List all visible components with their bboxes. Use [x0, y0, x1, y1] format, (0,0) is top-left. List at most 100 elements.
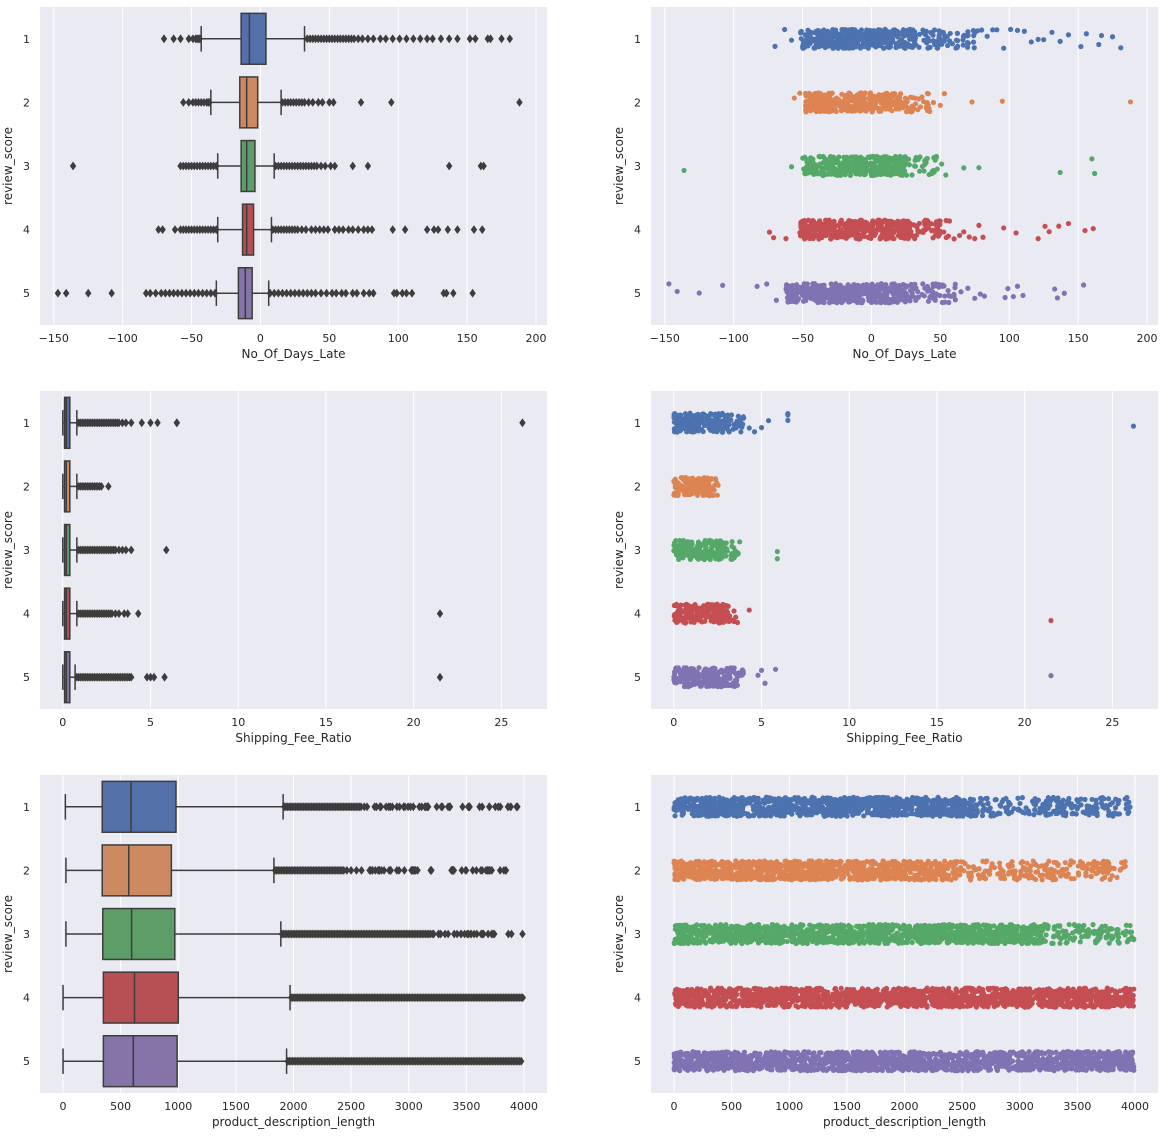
strip-point: [934, 229, 940, 235]
strip-point: [924, 107, 931, 114]
x-axis-label: product_description_length: [823, 1115, 986, 1129]
strip-point: [888, 40, 894, 46]
outlier-marker: [338, 288, 345, 298]
x-tick-label: 100: [388, 332, 409, 345]
strip-point: [695, 542, 701, 549]
strip-point: [912, 157, 918, 163]
strip-series-2: [791, 90, 1134, 115]
strip-point: [927, 44, 933, 50]
outlier-marker: [466, 34, 474, 44]
chart-panel-box-days-late: −150 −100 −50 0 50 100 150 20012345No_Of_Days_L…: [1, 7, 547, 361]
strip-series-1: [772, 26, 1124, 51]
outlier-marker: [207, 288, 215, 298]
outlier-marker: [469, 288, 476, 298]
strip-point: [999, 98, 1005, 104]
strip-point: [810, 168, 816, 174]
strip-point: [867, 234, 874, 241]
strip-point: [866, 42, 872, 48]
strip-point: [719, 410, 725, 416]
strip-point: [943, 217, 949, 224]
strip-point: [970, 39, 977, 45]
strip-point: [825, 287, 832, 294]
strip-point: [682, 674, 689, 680]
strip-point: [733, 614, 739, 620]
strip-point: [855, 295, 861, 301]
box-iqr: [241, 203, 255, 256]
strip-point: [706, 483, 713, 489]
strip-point: [865, 105, 872, 111]
strip-point: [774, 548, 780, 555]
box-iqr: [101, 844, 173, 897]
strip-point: [902, 232, 909, 238]
box-iqr: [63, 651, 71, 704]
outlier-marker: [479, 225, 486, 234]
strip-point: [867, 296, 873, 302]
strip-point: [869, 99, 875, 105]
x-tick-label: 25: [494, 716, 508, 729]
x-tick-label: 0: [257, 332, 264, 345]
strip-point: [819, 165, 825, 171]
strip-point: [704, 683, 710, 689]
outlier-marker: [450, 288, 457, 298]
strip-point: [728, 665, 734, 671]
strip-point: [936, 34, 942, 40]
strip-point: [805, 43, 811, 49]
x-tick-label: 10: [842, 716, 856, 729]
outlier-marker: [304, 288, 311, 298]
outlier-marker: [370, 34, 377, 44]
strip-point: [699, 426, 705, 432]
strip-point: [868, 230, 874, 236]
outlier-marker: [437, 34, 445, 44]
strip-point: [810, 234, 817, 240]
strip-point: [817, 154, 823, 160]
strip-point: [902, 95, 908, 101]
outlier-marker: [328, 288, 336, 298]
strip-point: [903, 32, 909, 38]
outlier-marker: [199, 288, 206, 298]
strip-point: [871, 165, 877, 171]
x-axis-label: No_Of_Days_Late: [241, 347, 345, 361]
x-tick-label: 50: [322, 332, 336, 345]
x-tick-label: 0: [671, 1100, 678, 1113]
chart-panel-strip-description-length: 0 500 1000 1500 2000 2500 3000 3500 400012345pro…: [612, 775, 1158, 1129]
strip-point: [847, 172, 854, 178]
outlier-marker: [454, 225, 461, 234]
strip-point: [930, 99, 937, 106]
strip-point: [937, 40, 943, 46]
outlier-marker: [396, 34, 403, 44]
outlier-marker: [393, 288, 401, 298]
strip-point: [734, 619, 741, 626]
strip-point: [685, 553, 691, 559]
strip-point: [798, 28, 804, 35]
y-tick-label: 1: [634, 417, 641, 430]
strip-point: [681, 167, 687, 174]
strip-point: [728, 417, 734, 423]
strip-point: [733, 549, 739, 555]
strip-point: [714, 492, 720, 498]
outlier-marker: [364, 161, 372, 171]
x-axis-label: product_description_length: [212, 1115, 375, 1129]
outlier-marker: [291, 288, 299, 298]
strip-point: [939, 161, 945, 167]
strip-point: [684, 669, 691, 675]
strip-point: [960, 33, 967, 39]
strip-point: [684, 477, 690, 484]
strip-point: [941, 91, 948, 97]
strip-point: [990, 27, 996, 33]
strip-point: [980, 234, 986, 240]
strip-point: [884, 90, 890, 96]
x-tick-label: 200: [1136, 332, 1157, 345]
outlier-marker: [279, 288, 286, 298]
x-tick-label: 500: [110, 1100, 131, 1113]
outlier-marker: [454, 34, 461, 44]
strip-point: [931, 39, 937, 45]
strip-point: [922, 285, 928, 291]
strip-point: [954, 30, 961, 36]
strip-point: [774, 556, 780, 562]
strip-point: [1092, 170, 1098, 177]
y-tick-label: 4: [23, 992, 30, 1005]
strip-point: [671, 415, 677, 421]
strip-point: [984, 33, 990, 39]
outlier-marker: [305, 98, 312, 107]
outlier-marker: [213, 161, 220, 171]
